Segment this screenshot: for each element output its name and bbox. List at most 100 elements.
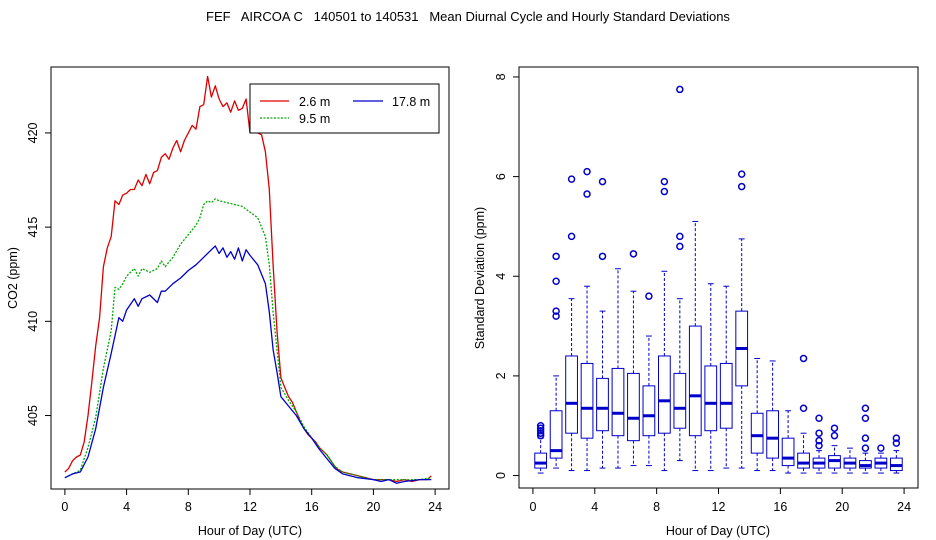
series-line-2.6m xyxy=(64,75,432,483)
left-x-tick-label: 8 xyxy=(185,500,192,514)
boxplot-hour-20.5 xyxy=(843,447,857,474)
outlier-point xyxy=(536,421,545,430)
boxplot-hour-10.5 xyxy=(688,220,702,472)
outlier-point xyxy=(861,414,870,422)
box-iqr xyxy=(766,410,780,459)
box-iqr xyxy=(781,437,795,467)
boxplot-hour-1.5 xyxy=(549,252,563,469)
box-iqr xyxy=(580,362,594,439)
box-iqr xyxy=(657,355,671,434)
outlier-point xyxy=(737,182,746,191)
right-x-tick-label: 12 xyxy=(712,500,726,514)
boxplot-hour-23.5 xyxy=(889,434,903,474)
left-x-tick-label: 20 xyxy=(366,500,380,514)
left-x-tick-label: 4 xyxy=(123,500,130,514)
box-iqr xyxy=(673,372,687,429)
outlier-point xyxy=(536,431,545,440)
boxplot-hour-6.5 xyxy=(627,250,640,467)
outlier-point xyxy=(598,252,607,261)
box-iqr xyxy=(704,365,718,432)
outlier-point xyxy=(830,431,839,440)
outlier-point xyxy=(536,429,545,437)
left-y-tick-label: 410 xyxy=(26,311,40,332)
outlier-point xyxy=(815,414,823,422)
outlier-point xyxy=(861,404,870,413)
right-y-tick-label: 6 xyxy=(494,173,508,180)
outlier-point xyxy=(830,424,839,432)
outlier-point xyxy=(567,232,576,241)
boxplot-hour-14.5 xyxy=(750,357,764,472)
outlier-point xyxy=(799,354,808,363)
outlier-point xyxy=(676,85,684,94)
right-y-tick-label: 8 xyxy=(494,73,508,80)
outlier-point xyxy=(552,307,560,315)
outlier-point xyxy=(877,444,885,452)
series-line-9.5m xyxy=(64,198,432,481)
boxplot-hour-4.5 xyxy=(596,177,609,469)
outlier-point xyxy=(676,232,684,241)
box-iqr xyxy=(627,372,640,442)
outlier-point xyxy=(892,439,901,447)
left-x-tick-label: 0 xyxy=(61,500,68,514)
boxplot-hour-0.5 xyxy=(534,421,548,474)
outlier-point xyxy=(598,177,607,186)
outlier-point xyxy=(861,434,870,442)
box-iqr xyxy=(719,362,733,429)
left-x-axis-label: Hour of Day (UTC) xyxy=(198,524,302,538)
boxplot-hour-15.5 xyxy=(766,360,780,472)
left-series-lines xyxy=(64,75,432,484)
right-y-tick-label: 4 xyxy=(494,273,508,280)
box-iqr xyxy=(688,325,702,437)
outlier-point xyxy=(815,441,823,450)
box-iqr xyxy=(750,412,764,454)
series-line-17.8m xyxy=(64,245,432,484)
boxplot-hour-2.5 xyxy=(565,175,578,472)
right-x-axis-label: Hour of Day (UTC) xyxy=(666,524,770,538)
boxplot-hour-3.5 xyxy=(580,167,594,472)
outlier-point xyxy=(737,170,746,178)
box-iqr xyxy=(534,452,548,469)
boxplot-hour-18.5 xyxy=(812,414,826,474)
boxplot-hour-17.5 xyxy=(797,354,810,474)
left-x-axis: 0 4 8 12 16 20 24 xyxy=(61,488,442,514)
outlier-point xyxy=(645,292,653,300)
outlier-point xyxy=(552,252,560,261)
left-y-axis-label: CO2 (ppm) xyxy=(6,247,20,309)
legend-frame xyxy=(249,83,440,134)
outlier-point xyxy=(629,250,638,258)
outlier-point xyxy=(552,312,560,320)
outlier-point xyxy=(567,175,576,183)
boxplot-hour-11.5 xyxy=(704,283,718,472)
outlier-point xyxy=(892,434,901,442)
right-y-axis-label: Standard Deviation (ppm) xyxy=(473,207,487,349)
outlier-point xyxy=(536,426,545,435)
outlier-point xyxy=(536,424,545,432)
outlier-point xyxy=(583,190,591,198)
boxplot-hour-21.5 xyxy=(859,404,872,474)
left-x-tick-label: 24 xyxy=(428,500,442,514)
outlier-point xyxy=(660,187,669,196)
page-title: FEF AIRCOA C 140501 to 140531 Mean Diurn… xyxy=(206,9,730,24)
right-x-axis: 0 4 8 12 16 20 24 xyxy=(529,487,911,514)
outlier-point xyxy=(815,429,823,437)
legend-label-2.6m: 2.6 m xyxy=(299,95,330,109)
boxplot-hour-7.5 xyxy=(642,292,656,467)
right-x-tick-label: 24 xyxy=(897,500,911,514)
boxplot-hour-5.5 xyxy=(611,268,625,469)
legend-label-9.5m: 9.5 m xyxy=(299,112,330,126)
boxplot-hour-13.5 xyxy=(735,170,749,469)
outlier-point xyxy=(799,404,808,413)
box-iqr xyxy=(611,367,625,437)
left-y-tick-label: 420 xyxy=(26,122,40,143)
right-x-tick-label: 8 xyxy=(653,500,660,514)
left-y-tick-label: 405 xyxy=(26,405,40,426)
boxplot-hour-19.5 xyxy=(828,424,841,474)
outlier-point xyxy=(660,177,669,186)
boxplots xyxy=(534,85,903,474)
left-x-tick-label: 12 xyxy=(243,500,257,514)
left-x-tick-label: 16 xyxy=(305,500,319,514)
boxplot-hour-9.5 xyxy=(673,85,687,462)
outlier-point xyxy=(552,277,560,285)
